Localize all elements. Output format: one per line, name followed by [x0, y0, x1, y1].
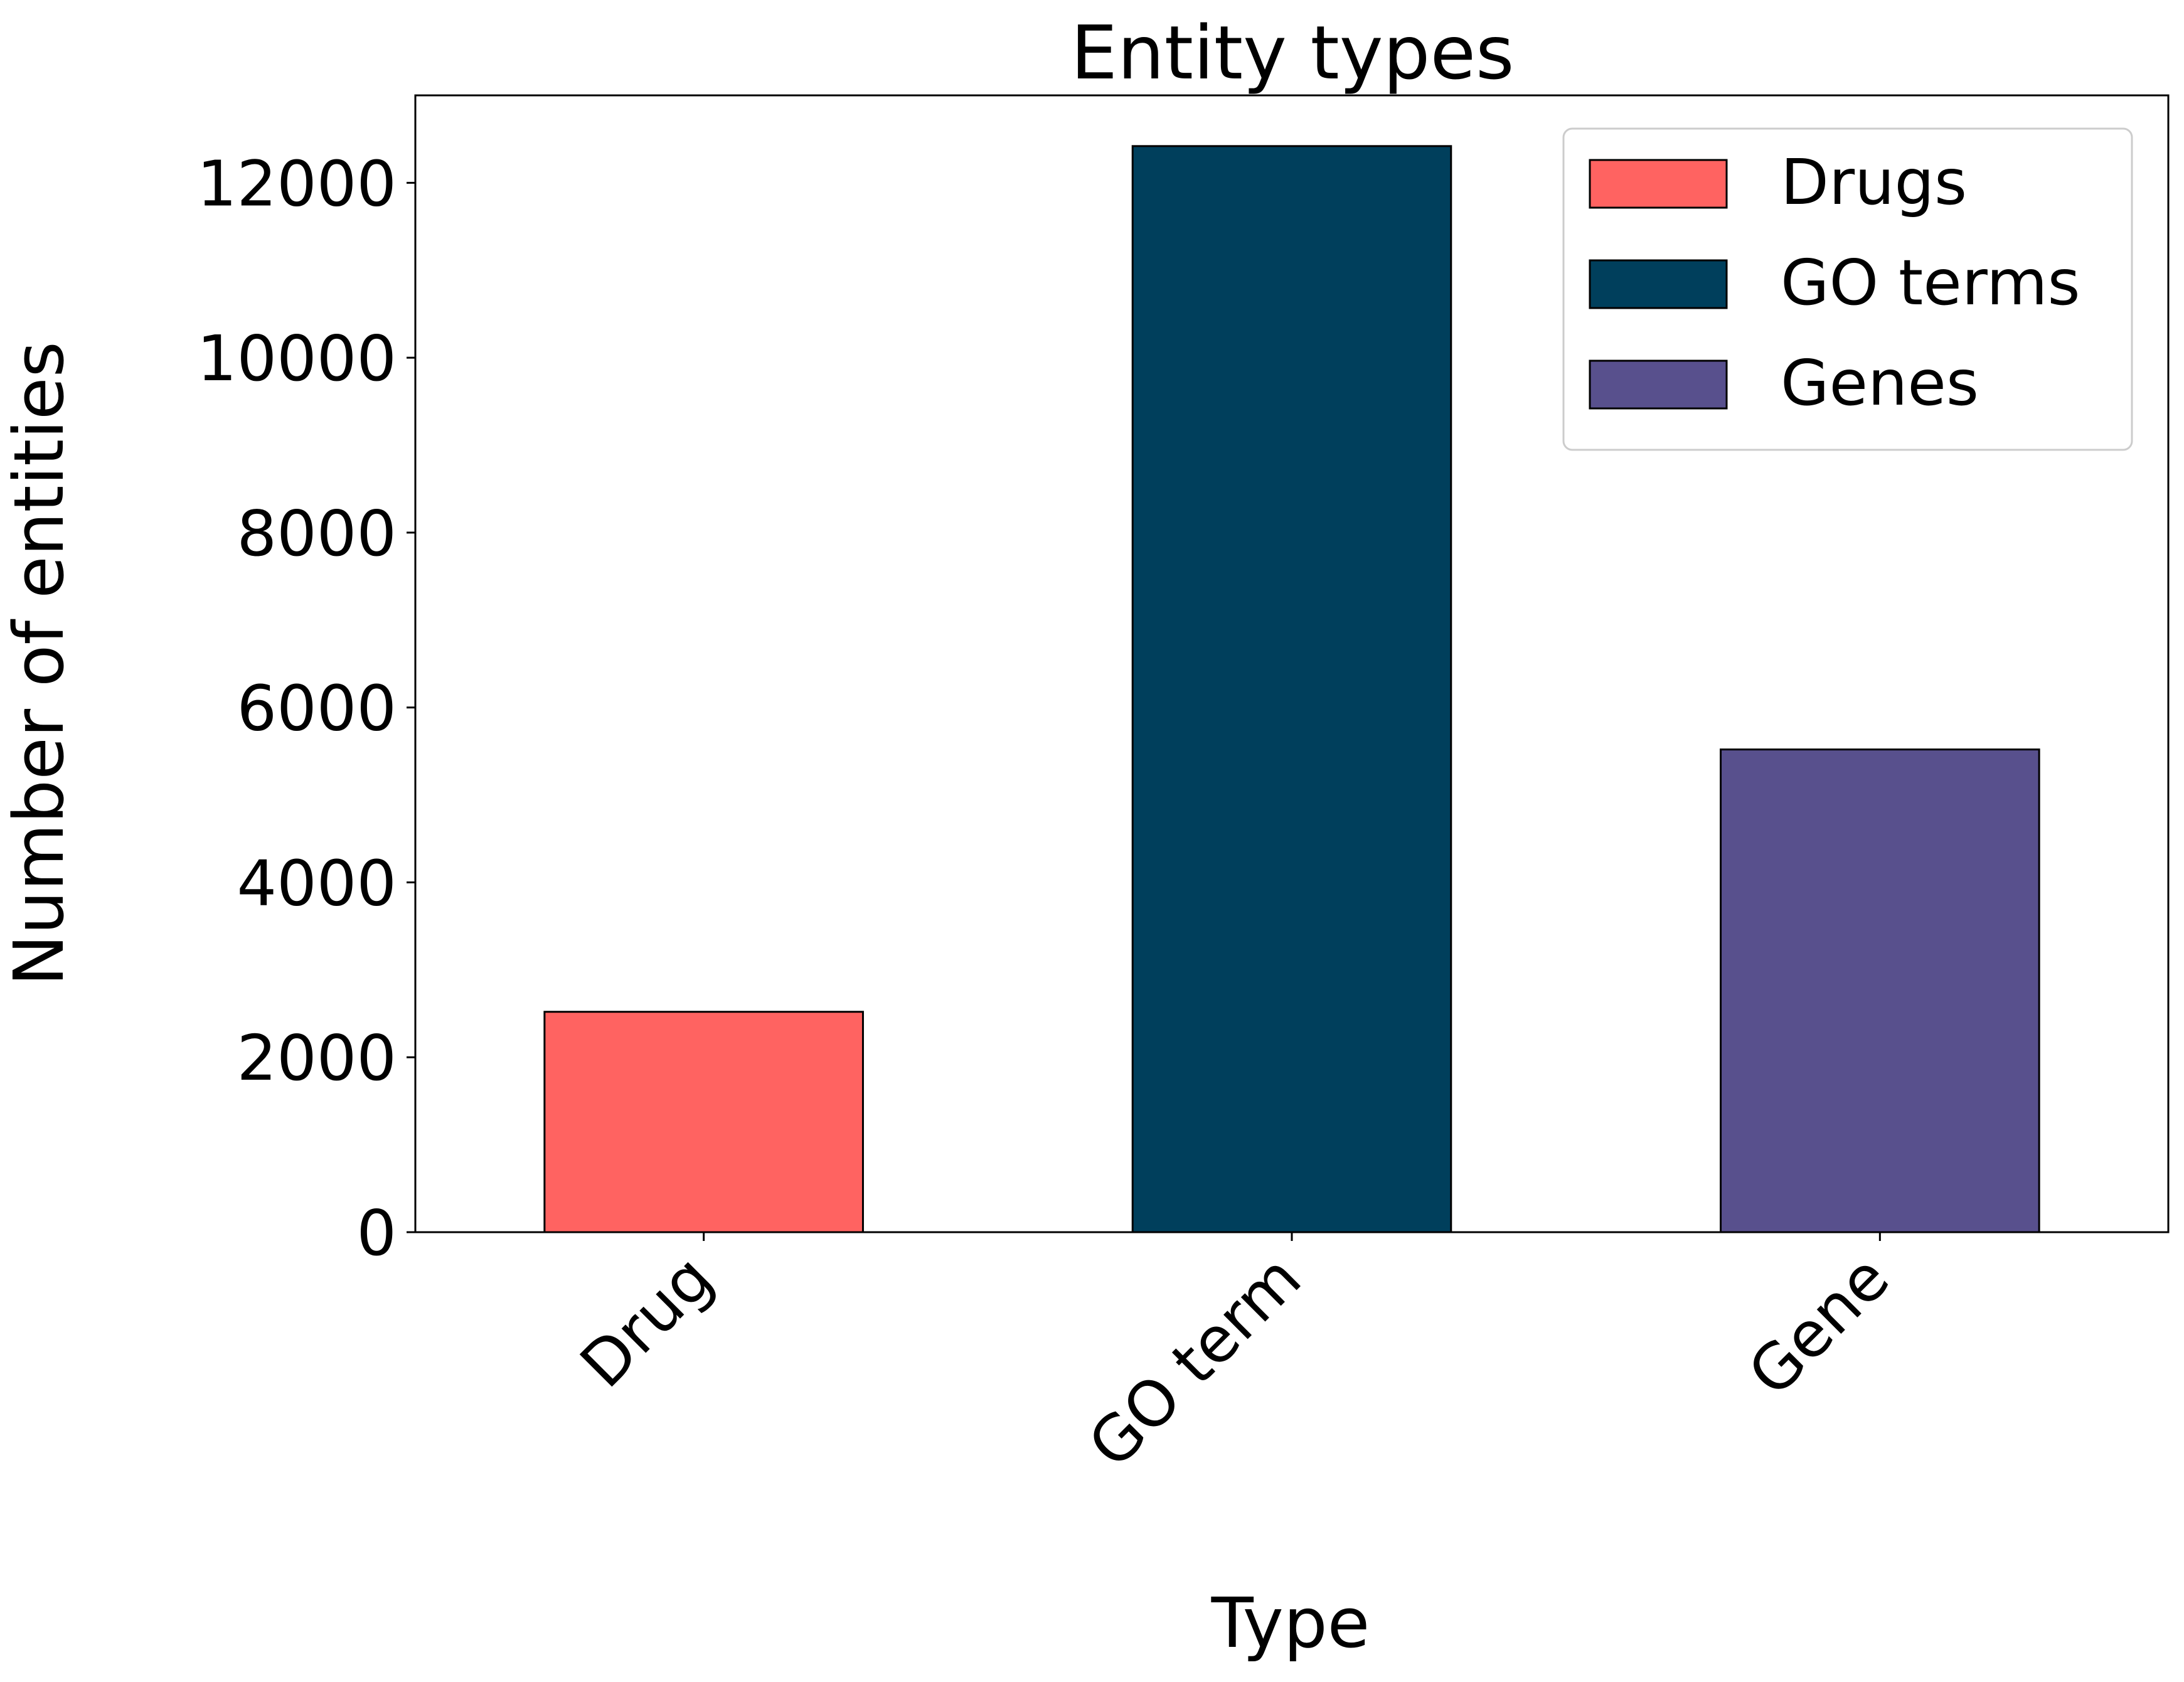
legend-swatch: [1589, 259, 1728, 309]
legend-entry-label: Genes: [1781, 346, 1979, 420]
x-axis: Drug GO term Gene: [567, 1232, 1903, 1482]
x-tick-label: Gene: [1734, 1241, 1903, 1410]
legend: Drugs GO terms Genes: [1562, 127, 2133, 451]
chart-title: Entity types: [1070, 9, 1514, 96]
y-axis-label: Number of entities: [0, 341, 79, 986]
legend-entry-label: Drugs: [1781, 146, 1967, 219]
y-tick-label: 4000: [237, 846, 397, 920]
y-tick-label: 10000: [197, 322, 397, 395]
legend-swatch: [1589, 159, 1728, 209]
y-axis: 0 2000 4000 6000 8000 10000 12000: [197, 147, 415, 1270]
x-tick-label: Drug: [567, 1241, 727, 1402]
y-tick-label: 12000: [197, 147, 397, 220]
y-tick-label: 2000: [237, 1021, 397, 1095]
bar-gene: [1720, 748, 2040, 1233]
bar-go-term: [1131, 145, 1452, 1233]
legend-swatch: [1589, 359, 1728, 410]
y-tick-label: 0: [356, 1196, 397, 1270]
y-tick-label: 8000: [237, 497, 397, 570]
bars-group: [543, 145, 2040, 1233]
bar-drug: [543, 1011, 864, 1233]
x-axis-label: Type: [1211, 1583, 1370, 1663]
x-tick-label: GO term: [1074, 1241, 1315, 1482]
legend-entry-label: GO terms: [1781, 246, 2080, 319]
y-tick-label: 6000: [237, 672, 397, 745]
